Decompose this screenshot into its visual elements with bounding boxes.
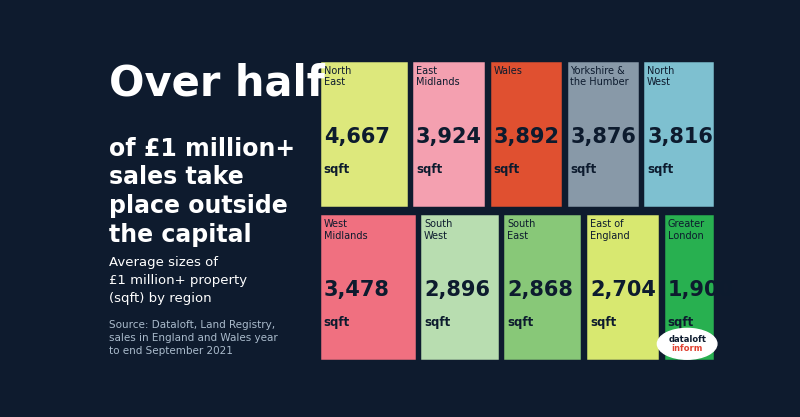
Text: 4,667: 4,667	[324, 127, 390, 147]
Text: Yorkshire &
the Humber: Yorkshire & the Humber	[570, 66, 629, 87]
Text: Over half: Over half	[110, 63, 325, 105]
Bar	[489, 60, 563, 208]
Text: Source: Dataloft, Land Registry,
sales in England and Wales year
to end Septembe: Source: Dataloft, Land Registry, sales i…	[110, 320, 278, 356]
Text: dataloft: dataloft	[668, 336, 706, 344]
Text: North
East: North East	[324, 66, 351, 87]
Text: of £1 million+
sales take
place outside
the capital: of £1 million+ sales take place outside …	[110, 137, 295, 247]
Text: 3,876: 3,876	[570, 127, 636, 147]
Text: sqft: sqft	[507, 317, 534, 329]
Bar	[319, 213, 417, 362]
Text: 3,892: 3,892	[494, 127, 559, 147]
Bar	[566, 60, 640, 208]
Text: sqft: sqft	[590, 317, 616, 329]
Text: sqft: sqft	[494, 163, 520, 176]
Text: East
Midlands: East Midlands	[416, 66, 460, 87]
Text: 3,478: 3,478	[324, 280, 390, 300]
Text: Wales: Wales	[494, 66, 522, 76]
Bar	[642, 60, 715, 208]
Text: sqft: sqft	[424, 317, 450, 329]
Text: West
Midlands: West Midlands	[324, 219, 367, 241]
Text: 2,704: 2,704	[590, 280, 656, 300]
Circle shape	[658, 329, 717, 359]
Bar	[502, 213, 582, 362]
Text: 3,924: 3,924	[416, 127, 482, 147]
Text: sqft: sqft	[570, 163, 597, 176]
Text: South
East: South East	[507, 219, 536, 241]
Text: 2,868: 2,868	[507, 280, 574, 300]
Text: 1,900: 1,900	[668, 280, 734, 300]
Bar	[663, 213, 715, 362]
Text: Average sizes of
£1 million+ property
(sqft) by region: Average sizes of £1 million+ property (s…	[110, 256, 247, 304]
Text: North
West: North West	[647, 66, 674, 87]
Bar	[411, 60, 486, 208]
Text: sqft: sqft	[668, 317, 694, 329]
Text: Greater
London: Greater London	[668, 219, 705, 241]
Text: sqft: sqft	[416, 163, 442, 176]
Text: South
West: South West	[424, 219, 452, 241]
Text: 2,896: 2,896	[424, 280, 490, 300]
Text: inform: inform	[671, 344, 703, 352]
Text: East of
England: East of England	[590, 219, 630, 241]
Text: sqft: sqft	[647, 163, 674, 176]
Bar	[419, 213, 500, 362]
Bar	[319, 60, 409, 208]
Bar	[585, 213, 660, 362]
Text: 3,816: 3,816	[647, 127, 713, 147]
Text: sqft: sqft	[324, 163, 350, 176]
Text: sqft: sqft	[324, 317, 350, 329]
